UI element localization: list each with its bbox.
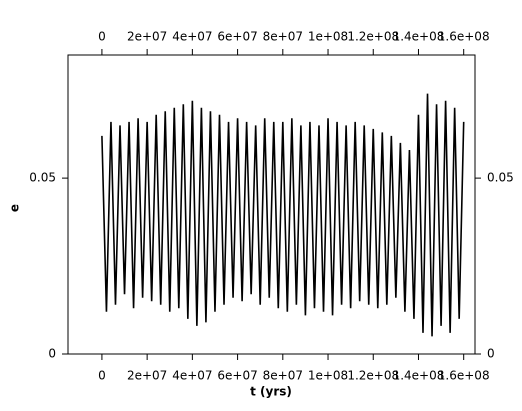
x-tick-label-top: 0 <box>98 30 106 44</box>
x-tick-label-top: 1.6e+08 <box>438 30 490 44</box>
x-tick-label: 6e+07 <box>217 369 257 383</box>
x-tick-label: 1.4e+08 <box>393 369 445 383</box>
data-line <box>101 93 465 337</box>
x-tick-label-top: 4e+07 <box>172 30 212 44</box>
x-tick-label-top: 8e+07 <box>263 30 303 44</box>
x-tick-label: 1.2e+08 <box>347 369 399 383</box>
x-tick-label-top: 2e+07 <box>127 30 167 44</box>
x-tick-label: 4e+07 <box>172 369 212 383</box>
y-tick-label-right: 0 <box>487 347 495 361</box>
y-axis-label: e <box>8 204 22 212</box>
x-tick-label-top: 1.2e+08 <box>347 30 399 44</box>
y-tick-label: 0 <box>48 347 56 361</box>
y-tick-label-right: 0.05 <box>487 171 514 185</box>
x-tick-label: 1e+08 <box>308 369 348 383</box>
x-tick-label-top: 6e+07 <box>217 30 257 44</box>
x-axis-label: t (yrs) <box>250 385 292 399</box>
plot-frame <box>67 54 476 355</box>
x-tick-label-top: 1.4e+08 <box>393 30 445 44</box>
x-tick-label: 1.6e+08 <box>438 369 490 383</box>
x-tick-label-top: 1e+08 <box>308 30 348 44</box>
x-tick-label: 8e+07 <box>263 369 303 383</box>
x-tick-label: 0 <box>98 369 106 383</box>
x-tick-label: 2e+07 <box>127 369 167 383</box>
y-tick-label: 0.05 <box>29 171 56 185</box>
